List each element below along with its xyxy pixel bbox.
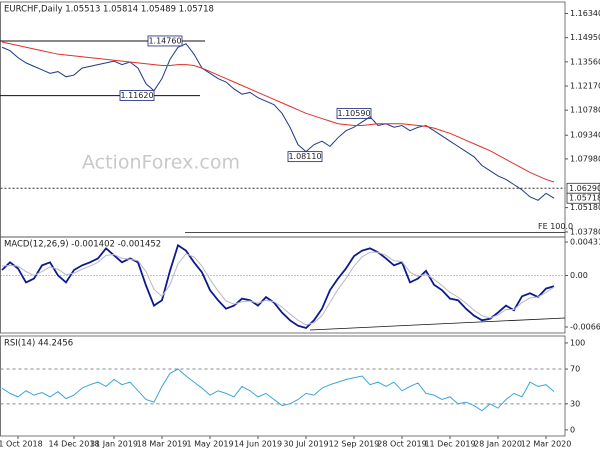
series-line bbox=[1, 41, 555, 183]
x-tick-label: 31 Oct 2018 bbox=[0, 440, 43, 449]
x-tick-label: 18 Mar 2019 bbox=[137, 440, 188, 449]
annotation-box bbox=[147, 35, 183, 47]
y-tick-label: 1.13560 bbox=[570, 57, 600, 66]
panel-frame bbox=[0, 1, 566, 238]
series-line bbox=[1, 243, 555, 330]
annotation-box bbox=[119, 90, 155, 101]
x-tick-label: 1 May 2019 bbox=[186, 440, 233, 449]
y-tick-label: 100 bbox=[570, 338, 585, 347]
annotation-label: 1.10590 bbox=[337, 109, 370, 118]
panel-title: RSI(14) 44.2456 bbox=[4, 339, 73, 349]
annotation-box bbox=[336, 108, 372, 119]
annotation-label: 1.11620 bbox=[120, 91, 153, 100]
y-tick-label: 0.004319 bbox=[570, 238, 600, 247]
panel-frame bbox=[0, 335, 566, 437]
annotation-box bbox=[287, 151, 323, 163]
x-tick-label: 14 Jun 2019 bbox=[234, 440, 282, 449]
annotation-label: 1.08110 bbox=[288, 152, 321, 161]
level-label: 1.06290 bbox=[569, 184, 600, 193]
y-tick-label: 1.09340 bbox=[570, 131, 600, 140]
y-tick-label: 1.10780 bbox=[570, 106, 600, 115]
fe-label: FE 100.0 bbox=[538, 222, 573, 231]
series-line bbox=[1, 43, 555, 201]
y-tick-label: 70 bbox=[570, 365, 580, 374]
series-line bbox=[1, 368, 555, 412]
panel-title: EURCHF,Daily 1.05513 1.05814 1.05489 1.0… bbox=[4, 5, 214, 15]
panel-title: MACD(12,26,9) -0.001402 -0.001452 bbox=[4, 240, 161, 250]
y-tick-label: 1.07980 bbox=[570, 154, 600, 163]
y-tick-label: 1.05180 bbox=[570, 203, 600, 212]
x-tick-label: 12 Sep 2019 bbox=[329, 440, 380, 449]
x-tick-label: 14 Dec 2018 bbox=[48, 440, 99, 449]
watermark: ActionForex.com bbox=[82, 152, 240, 174]
level-box bbox=[566, 192, 600, 204]
level-label: 1.05718 bbox=[569, 194, 600, 203]
y-tick-label: 30 bbox=[570, 399, 580, 408]
macd-trend bbox=[309, 317, 566, 331]
x-tick-label: 30 Jul 2019 bbox=[283, 440, 328, 449]
x-tick-label: 28 Oct 2019 bbox=[377, 440, 426, 449]
x-tick-label: 31 Jan 2019 bbox=[90, 440, 138, 449]
annotation-label: 1.14760 bbox=[148, 36, 181, 45]
y-tick-label: 1.16340 bbox=[570, 9, 600, 18]
y-tick-label: 0 bbox=[570, 425, 575, 434]
x-tick-label: 12 Mar 2020 bbox=[521, 440, 572, 449]
y-tick-label: 1.12170 bbox=[570, 82, 600, 91]
x-tick-label: 28 Jan 2020 bbox=[474, 440, 522, 449]
x-tick-label: 11 Dec 2019 bbox=[424, 440, 475, 449]
panel-frame bbox=[0, 236, 566, 334]
y-tick-label: -0.006663 bbox=[570, 322, 600, 331]
y-tick-label: 0.00 bbox=[570, 271, 588, 280]
y-tick-label: 1.14950 bbox=[570, 33, 600, 42]
y-tick-label: 1.03780 bbox=[570, 227, 600, 236]
series-line bbox=[1, 251, 555, 326]
